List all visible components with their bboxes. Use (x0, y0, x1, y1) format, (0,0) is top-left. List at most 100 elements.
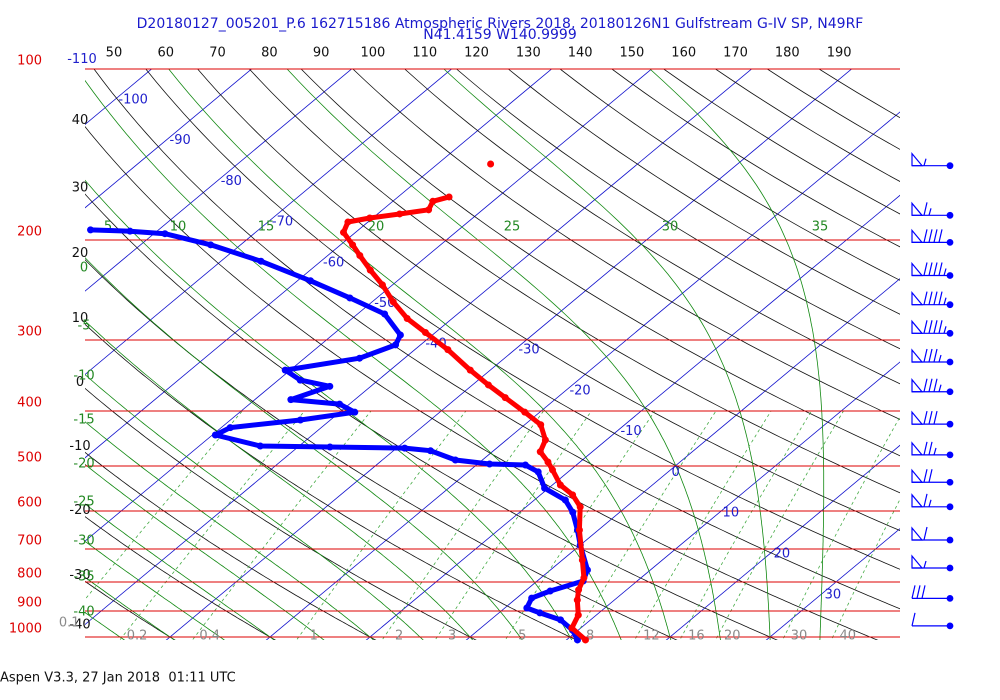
barb-full (916, 585, 921, 599)
isotherm (265, 111, 900, 640)
temperature-point (549, 466, 557, 474)
wind-barb (911, 348, 954, 366)
temperature-point (429, 197, 437, 205)
dry-adiabat-label: -20 (69, 503, 90, 518)
temperature-point (574, 611, 582, 619)
temperature-point (544, 458, 552, 466)
dry-adiabat-label: -30 (69, 568, 90, 583)
barb-full (911, 585, 916, 599)
mixing-ratio-line (119, 410, 305, 640)
temperature-point (339, 228, 347, 236)
dry-adiabat (714, 69, 900, 182)
mixing-ratio-label: 2 (395, 629, 403, 644)
temperature-point (541, 436, 549, 444)
barb-full (938, 291, 943, 305)
dewpoint-point (296, 416, 304, 424)
isotherm (85, 69, 253, 209)
moist-adiabat (85, 612, 126, 640)
dewpoint-point (396, 331, 404, 339)
dewpoint-point (126, 227, 134, 235)
moist-adiabat-label: -20 (73, 457, 94, 472)
dry-adiabat-label: 50 (106, 46, 123, 61)
mixing-ratio-line (191, 410, 372, 640)
isotherm (85, 69, 453, 376)
temperature-point (466, 366, 474, 374)
dry-adiabat (663, 69, 900, 215)
barb-flag (911, 468, 924, 483)
wind-barb (911, 612, 954, 630)
barb-station (946, 272, 954, 279)
dewpoint-point (401, 444, 409, 452)
moist-adiabat (443, 69, 771, 640)
dewpoint-point (451, 456, 459, 464)
temperature-point (366, 266, 374, 274)
barb-flag (911, 493, 924, 508)
dewpoint-point (256, 442, 264, 450)
dewpoint-point (87, 226, 95, 234)
temperature-point (556, 481, 564, 489)
barb-station (946, 162, 954, 170)
barb-full (928, 378, 933, 392)
dry-adiabat-label: 150 (620, 46, 645, 61)
isotherm-label: -20 (569, 383, 590, 398)
moist-adiabat (85, 463, 325, 640)
mixing-ratio-line (434, 410, 592, 640)
dry-adiabat (300, 69, 900, 457)
barb-flag (911, 319, 924, 334)
barb-station (946, 239, 954, 246)
dewpoint-point (326, 443, 334, 451)
barb-flag (911, 378, 924, 393)
barb-flag (911, 410, 924, 425)
wind-barb (911, 526, 954, 544)
moist-adiabat (168, 69, 672, 640)
wind-barb (911, 378, 954, 396)
barb-full (923, 291, 928, 305)
temperature-point (378, 281, 386, 289)
dewpoint-point (296, 376, 304, 384)
isotherm-label: -40 (425, 337, 446, 352)
moist-adiabat (85, 374, 424, 640)
barb-half (923, 158, 927, 166)
moist-adiabat-label: -5 (78, 319, 91, 334)
dry-adiabat-label: 10 (72, 311, 89, 326)
dry-adiabat (404, 69, 900, 385)
barb-full (921, 585, 926, 599)
dewpoint-point (546, 587, 554, 595)
isobar-label: 300 (17, 324, 42, 339)
barb-half (928, 208, 932, 216)
dry-adiabat-label: 160 (671, 46, 696, 61)
dry-adiabat-label: 140 (568, 46, 593, 61)
barb-full (938, 262, 943, 276)
temperature-point (521, 408, 529, 416)
chart-title: D20180127_005201_P.6 162715186 Atmospher… (137, 16, 864, 32)
isotherm (85, 69, 653, 542)
dewpoint-line (88, 227, 590, 643)
barb-full (933, 378, 938, 392)
background-lines (85, 69, 900, 640)
moist-adiabat-label: -25 (73, 495, 94, 510)
mixing-ratio-label: 3 (448, 629, 456, 644)
dewpoint-point (427, 447, 435, 455)
isotherm-label: -10 (620, 424, 641, 439)
moist-adiabat (85, 503, 275, 640)
moist-adiabat-label: -15 (73, 413, 94, 428)
barb-half (923, 560, 927, 569)
dewpoint-point (226, 424, 234, 432)
barb-full (923, 411, 928, 425)
mixing-ratio-line (715, 410, 844, 640)
temperature-point (444, 346, 452, 354)
dry-adiabat-label: 120 (464, 46, 489, 61)
isotherm-label: -70 (272, 215, 293, 230)
barb-station (946, 594, 954, 602)
moist-adiabat-label: -40 (73, 605, 94, 620)
dry-adiabat-label: 90 (313, 46, 330, 61)
barb-full (923, 202, 928, 216)
dewpoint-point (569, 508, 577, 516)
mixing-ratio-line (634, 410, 772, 640)
barb-full (933, 229, 938, 243)
temperature-point (421, 328, 429, 336)
isotherm-label: 20 (774, 547, 791, 562)
temperature-point (349, 241, 357, 249)
mixing-ratio-label: 8 (586, 629, 594, 644)
moist-adiabat (85, 79, 622, 640)
